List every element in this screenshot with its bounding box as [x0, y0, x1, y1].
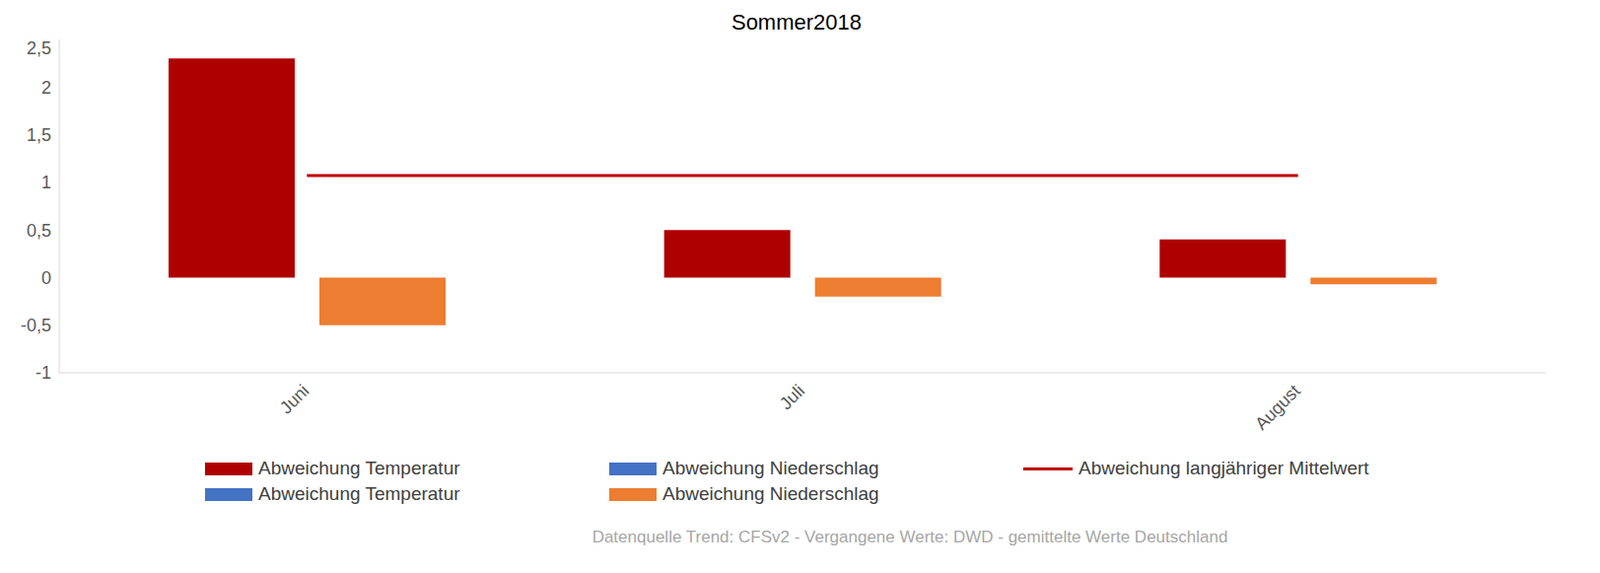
- html-text:Abweichung langjähriger Mittel: Abweichung langjähriger Mittelwert: [1078, 457, 1370, 479]
- html-text:Sommer2018: Sommer2018: [731, 9, 862, 35]
- svg-text:2,5: 2,5: [26, 38, 52, 59]
- svg-text:0,5: 0,5: [26, 220, 52, 241]
- svg-text:2: 2: [41, 77, 52, 98]
- svg-text:August: August: [1251, 380, 1305, 434]
- html-text:Abweichung Temperatur: Abweichung Temperatur: [258, 483, 460, 504]
- html-text:Abweichung Niederschlag: Abweichung Niederschlag: [662, 457, 880, 479]
- svg-text:1: 1: [41, 172, 52, 193]
- html-text:Datenquelle Trend: CFSv2 - Ver: Datenquelle Trend: CFSv2 - Vergangene We…: [592, 527, 1228, 547]
- svg-text:0: 0: [41, 268, 52, 288]
- svg-text:-0,5: -0,5: [20, 315, 52, 336]
- svg-text:Juni: Juni: [276, 380, 313, 418]
- html-text:Abweichung Niederschlag: Abweichung Niederschlag: [662, 483, 880, 504]
- svg-text:1,5: 1,5: [26, 125, 52, 145]
- svg-text:-1: -1: [35, 362, 52, 383]
- svg-text:Juli: Juli: [775, 380, 809, 414]
- html-text:Abweichung Temperatur: Abweichung Temperatur: [258, 457, 460, 479]
